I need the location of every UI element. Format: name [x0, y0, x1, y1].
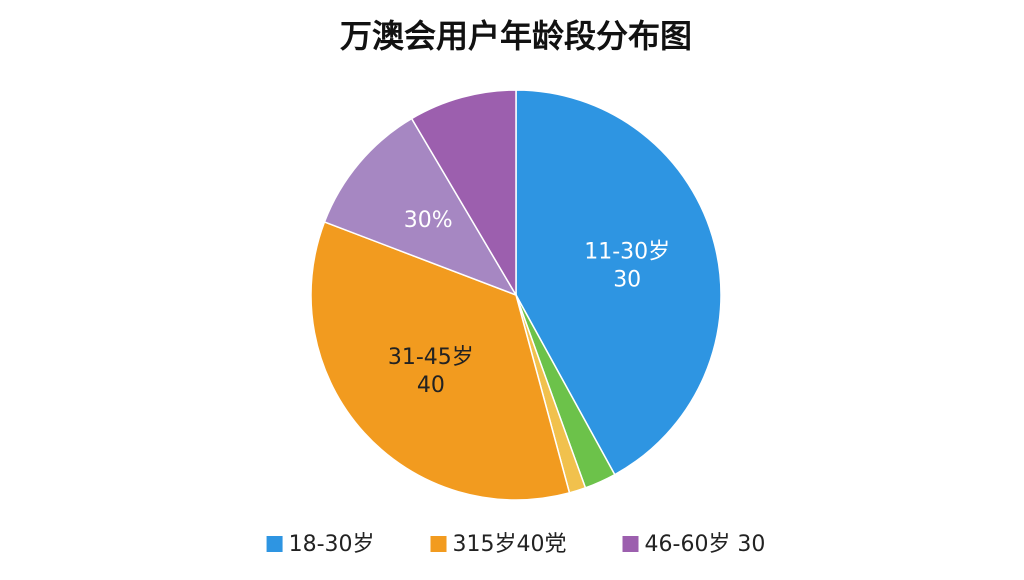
- legend: 18-30岁 315岁40党 46-60岁 30: [266, 532, 766, 557]
- pie-slice: [323, 117, 518, 297]
- legend-swatch: [266, 536, 283, 552]
- slice-label: 30: [613, 267, 641, 292]
- slice-label: 11-30岁: [584, 239, 670, 264]
- legend-label: 315岁40党: [453, 532, 567, 557]
- legend-label: 18-30岁: [289, 532, 375, 557]
- pie-slice: [410, 89, 517, 298]
- pie-slice: [515, 89, 722, 476]
- slice-label: 31-45岁: [388, 345, 474, 370]
- slice-label: 30%: [404, 208, 453, 233]
- legend-label: 46-60岁 30: [645, 532, 766, 557]
- chart-title: 万澳会用户年龄段分布图: [340, 17, 692, 55]
- slice-label: 40: [417, 373, 445, 398]
- legend-swatch: [622, 536, 639, 552]
- legend-swatch: [430, 536, 447, 552]
